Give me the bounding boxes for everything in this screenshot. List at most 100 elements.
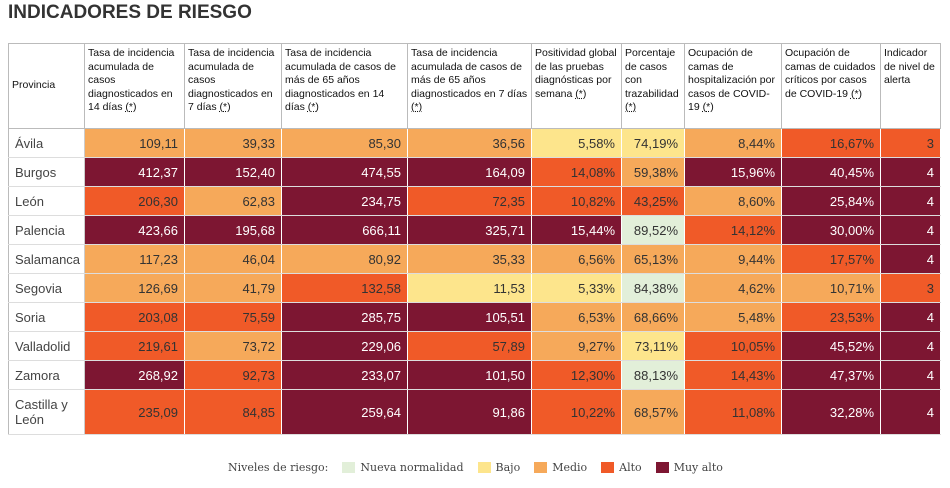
value-cell: 10,82% (531, 186, 622, 216)
legend-swatch (655, 462, 669, 473)
value-cell: 4 (880, 186, 941, 216)
value-cell: 8,60% (684, 186, 782, 216)
value-cell: 15,96% (684, 157, 782, 187)
value-cell: 74,19% (621, 128, 685, 158)
value-cell: 4 (880, 302, 941, 332)
column-header: Ocupación de camas de cuidados críticos … (781, 43, 881, 129)
province-cell: Castilla y León (8, 389, 85, 435)
header-text: Tasa de incidencia acumulada de casos de… (411, 47, 528, 100)
value-cell: 4 (880, 215, 941, 245)
value-cell: 117,23 (84, 244, 185, 274)
value-cell: 14,08% (531, 157, 622, 187)
province-cell: Burgos (8, 157, 85, 187)
value-cell: 72,35 (407, 186, 532, 216)
column-header: Tasa de incidencia acumulada de casos de… (281, 43, 408, 129)
column-header: Porcentaje de casos con trazabilidad (*) (621, 43, 685, 129)
header-note: (*) (575, 87, 587, 100)
value-cell: 132,58 (281, 273, 408, 303)
header-text: Ocupación de camas de hospitalización po… (688, 47, 775, 113)
value-cell: 92,73 (184, 360, 282, 390)
value-cell: 14,43% (684, 360, 782, 390)
value-cell: 206,30 (84, 186, 185, 216)
value-cell: 62,83 (184, 186, 282, 216)
table-row: Castilla y León 235,09 84,85 259,64 91,86 10,… (8, 389, 941, 435)
value-cell: 15,44% (531, 215, 622, 245)
value-cell: 85,30 (281, 128, 408, 158)
value-cell: 35,33 (407, 244, 532, 274)
column-header: Tasa de incidencia acumulada de casos di… (84, 43, 185, 129)
table-body: Ávila 109,11 39,33 85,30 36,56 5,58% 74,19% 8,4… (8, 128, 941, 435)
table-row: Valladolid 219,61 73,72 229,06 57,89 9,27% 73,… (8, 331, 941, 361)
header-text: Tasa de incidencia acumulada de casos di… (188, 47, 275, 113)
header-note: (*) (125, 101, 137, 113)
value-cell: 219,61 (84, 331, 185, 361)
value-cell: 4,62% (684, 273, 782, 303)
header-text: Porcentaje de casos con trazabilidad (625, 47, 679, 100)
value-cell: 73,72 (184, 331, 282, 361)
value-cell: 75,59 (184, 302, 282, 332)
value-cell: 6,53% (531, 302, 622, 332)
value-cell: 68,66% (621, 302, 685, 332)
legend-label: Nueva normalidad (360, 461, 464, 474)
value-cell: 4 (880, 389, 941, 435)
value-cell: 666,11 (281, 215, 408, 245)
value-cell: 412,37 (84, 157, 185, 187)
value-cell: 195,68 (184, 215, 282, 245)
table-row: León 206,30 62,83 234,75 72,35 10,82% 43,25% 8,… (8, 186, 941, 216)
value-cell: 10,71% (781, 273, 881, 303)
value-cell: 16,67% (781, 128, 881, 158)
value-cell: 88,13% (621, 360, 685, 390)
value-cell: 40,45% (781, 157, 881, 187)
value-cell: 11,53 (407, 273, 532, 303)
value-cell: 8,44% (684, 128, 782, 158)
header-note: (*) (307, 101, 319, 113)
risk-table: Provincia Tasa de incidencia acumulada de… (8, 43, 941, 435)
value-cell: 6,56% (531, 244, 622, 274)
value-cell: 25,84% (781, 186, 881, 216)
header-text: Tasa de incidencia acumulada de casos di… (88, 47, 175, 113)
value-cell: 46,04 (184, 244, 282, 274)
legend-label: Muy alto (673, 461, 723, 474)
header-note: (*) (411, 101, 423, 113)
legend-label: Alto (619, 461, 642, 474)
value-cell: 84,38% (621, 273, 685, 303)
value-cell: 4 (880, 360, 941, 390)
table-row: Salamanca 117,23 46,04 80,92 35,33 6,56% 65,13… (8, 244, 941, 274)
header-note: (*) (625, 101, 637, 113)
value-cell: 10,05% (684, 331, 782, 361)
value-cell: 234,75 (281, 186, 408, 216)
column-header: Positividad global de las pruebas diagnó… (531, 43, 622, 129)
legend-label: Bajo (495, 461, 521, 474)
header-note: (*) (219, 101, 231, 113)
value-cell: 17,57% (781, 244, 881, 274)
province-cell: Zamora (8, 360, 85, 390)
value-cell: 164,09 (407, 157, 532, 187)
province-cell: Salamanca (8, 244, 85, 274)
value-cell: 3 (880, 128, 941, 158)
value-cell: 233,07 (281, 360, 408, 390)
value-cell: 47,37% (781, 360, 881, 390)
value-cell: 5,33% (531, 273, 622, 303)
province-cell: León (8, 186, 85, 216)
header-text: Tasa de incidencia acumulada de casos de… (285, 47, 396, 113)
header-text: Provincia (12, 79, 56, 92)
column-header: Ocupación de camas de hospitalización po… (684, 43, 782, 129)
value-cell: 12,30% (531, 360, 622, 390)
table-row: Segovia 126,69 41,79 132,58 11,53 5,33% 84,38%… (8, 273, 941, 303)
legend: Niveles de riesgo: Nueva normalidad Bajo Me… (228, 461, 723, 474)
table-row: Ávila 109,11 39,33 85,30 36,56 5,58% 74,19% 8,4… (8, 128, 941, 158)
legend-label: Medio (552, 461, 588, 474)
value-cell: 4 (880, 157, 941, 187)
legend-swatch (342, 462, 356, 473)
value-cell: 285,75 (281, 302, 408, 332)
value-cell: 80,92 (281, 244, 408, 274)
value-cell: 9,27% (531, 331, 622, 361)
value-cell: 45,52% (781, 331, 881, 361)
table-row: Soria 203,08 75,59 285,75 105,51 6,53% 68,66% 5… (8, 302, 941, 332)
column-header: Tasa de incidencia acumulada de casos de… (407, 43, 532, 129)
column-header: Provincia (8, 43, 85, 129)
value-cell: 89,52% (621, 215, 685, 245)
value-cell: 235,09 (84, 389, 185, 435)
legend-swatch (477, 462, 491, 473)
